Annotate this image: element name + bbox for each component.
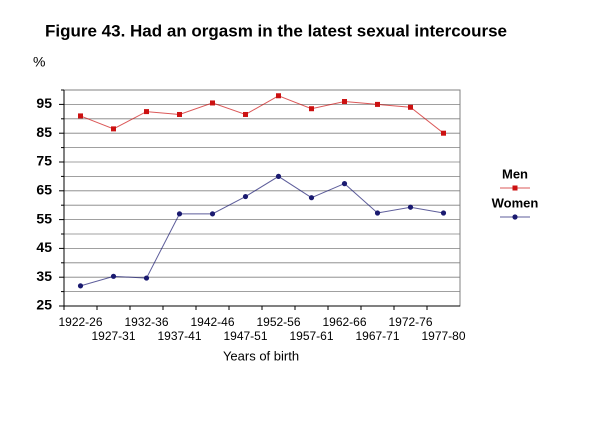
marker <box>309 106 314 112</box>
x-axis-label: Years of birth <box>223 348 299 363</box>
y-tick-label: 45 <box>36 239 52 255</box>
x-tick-label: 1952-56 <box>256 315 300 329</box>
x-tick-label: 1977-80 <box>421 329 465 343</box>
legend-label: Women <box>492 195 539 210</box>
marker <box>143 275 150 281</box>
x-tick-label: 1957-61 <box>289 329 333 343</box>
chart-title: Figure 43. Had an orgasm in the latest s… <box>45 21 507 40</box>
y-tick-label: 35 <box>36 268 52 284</box>
x-tick-label: 1932-36 <box>124 315 168 329</box>
marker <box>276 93 281 99</box>
marker <box>210 100 215 106</box>
x-tick-label: 1947-51 <box>223 329 267 343</box>
marker <box>374 210 381 216</box>
marker <box>144 109 149 115</box>
marker <box>342 99 347 105</box>
x-tick-label: 1922-26 <box>58 315 102 329</box>
marker <box>176 211 183 217</box>
x-tick-label: 1942-46 <box>190 315 234 329</box>
legend-marker <box>512 185 518 191</box>
y-axis-label: % <box>33 54 45 70</box>
marker <box>441 130 446 136</box>
y-tick-label: 25 <box>36 297 52 313</box>
x-tick-label: 1967-71 <box>355 329 399 343</box>
series-line <box>80 175 444 287</box>
marker <box>375 101 380 107</box>
marker <box>209 211 216 217</box>
y-tick-label: 65 <box>36 182 52 198</box>
y-tick-label: 55 <box>36 210 52 226</box>
marker <box>177 111 182 117</box>
marker <box>78 113 83 119</box>
marker <box>408 104 413 110</box>
marker <box>407 204 414 210</box>
y-tick-label: 85 <box>36 124 52 140</box>
marker <box>275 173 282 179</box>
legend-marker <box>512 214 518 220</box>
marker <box>308 195 315 201</box>
marker <box>77 283 84 289</box>
marker <box>242 193 249 200</box>
y-tick-label: 95 <box>36 95 52 111</box>
series-line <box>80 95 444 134</box>
y-tick-label: 75 <box>36 153 52 169</box>
marker <box>243 111 248 117</box>
legend-label: Men <box>502 166 528 181</box>
marker <box>341 181 348 187</box>
x-tick-label: 1962-66 <box>322 315 366 329</box>
marker <box>110 273 117 279</box>
x-tick-label: 1937-41 <box>157 329 201 343</box>
x-tick-label: 1927-31 <box>91 329 135 343</box>
x-tick-label: 1972-76 <box>388 315 432 329</box>
marker <box>111 126 116 132</box>
plot-area <box>63 89 461 307</box>
marker <box>440 210 447 216</box>
